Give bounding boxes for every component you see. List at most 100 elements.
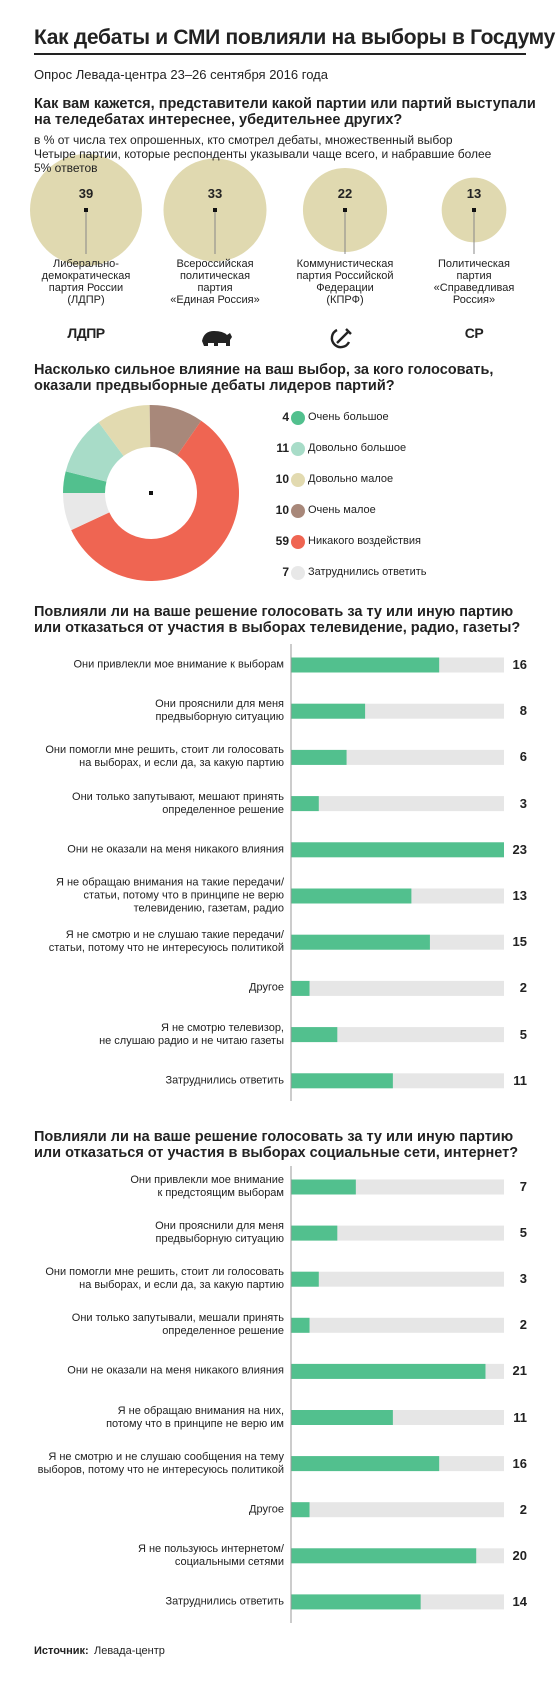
value-label: 33 [207,186,223,201]
legend-label: Довольно малое [308,473,394,485]
donut-segment [63,493,110,531]
bar [291,657,440,673]
category-label: Они только запутывают, мешают принять оп… [72,790,284,816]
bar [291,1594,421,1610]
center-marker [149,491,153,495]
value-label: 2 [519,1317,527,1333]
value-label: 7 [519,1179,527,1194]
bar [291,1548,477,1564]
category-label: Я не пользуюсь интернетом/ социальными с… [137,1542,284,1568]
legend-swatch [291,442,305,456]
value-label: 22 [337,186,353,201]
chart-title: Насколько сильное влияние на ваш выбор, … [34,362,494,394]
legend-swatch [291,411,305,425]
value-label: 23 [512,841,527,857]
bar [291,796,319,812]
bar [291,1456,440,1472]
bar [291,1179,356,1195]
bar [291,980,310,996]
category-label: Другое [249,1503,284,1516]
party-logo: ЛДПР [67,325,105,341]
bar-track [291,1027,504,1043]
bar [291,1317,310,1333]
value-label: 13 [466,186,482,201]
legend-swatch [291,504,305,518]
bubble-label: Либерально- демократическая партия Росси… [41,258,131,306]
bar-track [291,796,504,812]
bar-track [291,1502,504,1518]
chart-title: Повлияли ли на ваше решение голосовать з… [34,1129,519,1161]
category-label: Я не смотрю и не слушаю сообщения на тем… [37,1450,284,1476]
value-label: 59 [275,534,289,548]
category-label: Они прояснили для меня предвыборную ситу… [155,698,284,724]
value-label: 11 [276,441,289,455]
chart-subtitle: в % от числа тех опрошенных, кто смотрел… [34,133,453,147]
bar [291,1271,319,1287]
page-subtitle: Опрос Левада-центра 23–26 сентября 2016 … [34,67,328,82]
bar [291,1027,338,1043]
category-label: Затруднились ответить [165,1074,284,1087]
bar [291,1502,310,1518]
legend-label: Довольно большое [308,442,407,454]
legend-label: Очень малое [308,504,376,516]
category-label: Они помогли мне решить, стоит ли голосов… [45,1266,284,1292]
bar [291,1363,486,1379]
bar-track [291,1271,504,1287]
legend-label: Очень большое [308,411,389,423]
chart-title: Как вам кажется, представители какой пар… [34,96,536,128]
value-label: 4 [282,410,289,424]
category-label: Я не смотрю и не слушаю такие передачи/ … [48,929,284,955]
bubble-label: Коммунистическая партия Российской Федер… [296,258,394,306]
value-label: 2 [519,980,527,996]
value-label: 5 [519,1026,527,1042]
bar [291,749,347,765]
value-label: 13 [512,888,527,903]
category-label: Другое [249,981,284,994]
bar-track [291,1225,504,1241]
value-label: 5 [519,1225,527,1241]
value-label: 3 [519,1271,527,1287]
bar [291,888,412,904]
bar [291,934,430,950]
donut-segment [71,420,240,581]
value-label: 6 [519,749,527,765]
category-label: Они не оказали на меня никакого влияния [67,843,284,856]
value-label: 39 [78,186,94,201]
value-label: 10 [275,503,289,517]
value-label: 14 [512,1593,527,1609]
legend-swatch [291,473,305,487]
marker [84,208,88,212]
source: Левада-центр [94,1645,165,1657]
bar-track [291,980,504,996]
donut-segment [98,405,151,457]
bar-track [291,1317,504,1333]
bubble-label: Политическая партия «Справедливая Россия… [433,258,515,306]
bar [291,1410,393,1425]
category-label: Затруднились ответить [165,1595,284,1608]
value-label: 10 [275,472,289,486]
value-label: 2 [519,1501,527,1517]
category-label: Они только запутывали, мешали принять оп… [71,1312,284,1338]
legend-label: Затруднились ответить [308,566,427,578]
marker [472,208,476,212]
category-label: Я не смотрю телевизор, не слушаю радио и… [99,1021,284,1047]
party-logo: СР [464,325,484,341]
value-label: 20 [512,1547,527,1563]
title-rule [34,53,526,55]
bubble-label: Всероссийская политическая партия «Едина… [170,258,260,306]
value-label: 8 [519,703,527,719]
value-label: 16 [512,1455,527,1471]
bar [291,1225,338,1241]
bear-icon [202,331,232,346]
value-label: 21 [512,1363,527,1379]
donut-segment [63,471,107,493]
value-label: 7 [282,565,289,579]
category-label: Они привлекли мое внимание к выборам [73,658,284,671]
donut-segment [65,422,124,482]
donut-segment [149,405,202,456]
bar [291,842,504,858]
category-label: Они не оказали на меня никакого влияния [67,1364,284,1377]
chart-note: Четыре партии, которые респонденты указы… [34,147,492,175]
